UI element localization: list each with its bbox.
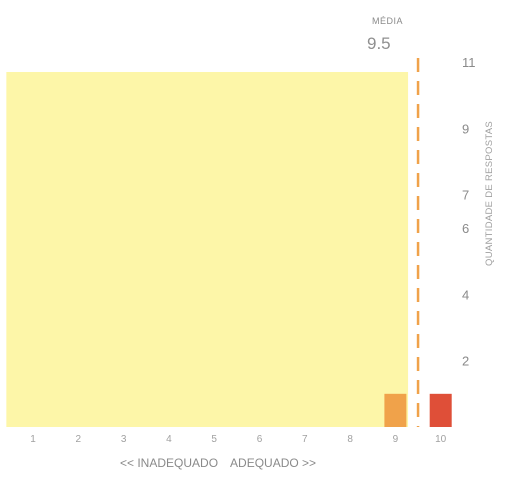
mean-label: MÉDIA [372,16,403,26]
x-tick-label-7: 7 [302,434,308,445]
mean-value: 9.5 [367,34,391,54]
x-tick-label-4: 4 [166,434,172,445]
y-tick-label-6: 6 [462,221,469,236]
x-axis-title: << INADEQUADO ADEQUADO >> [120,456,316,470]
x-tick-label-9: 9 [393,434,399,445]
y-tick-label-4: 4 [462,287,469,302]
x-tick-label-3: 3 [121,434,127,445]
y-tick-label-9: 9 [462,121,469,136]
x-axis-title-right: ADEQUADO >> [230,456,316,470]
bar-10 [430,394,452,427]
x-tick-label-2: 2 [76,434,82,445]
x-tick-label-8: 8 [347,434,353,445]
x-axis-title-left: << INADEQUADO [120,456,218,470]
x-tick-label-10: 10 [435,434,447,445]
x-tick-label-6: 6 [257,434,263,445]
highlight-region [6,72,408,427]
y-axis-title: QUANTIDADE DE RESPOSTAS [484,126,498,266]
bar-9 [384,394,406,427]
y-tick-label-2: 2 [462,354,469,369]
y-tick-label-11: 11 [462,55,476,70]
x-tick-label-1: 1 [30,434,36,445]
y-tick-label-7: 7 [462,188,469,203]
x-tick-label-5: 5 [211,434,217,445]
